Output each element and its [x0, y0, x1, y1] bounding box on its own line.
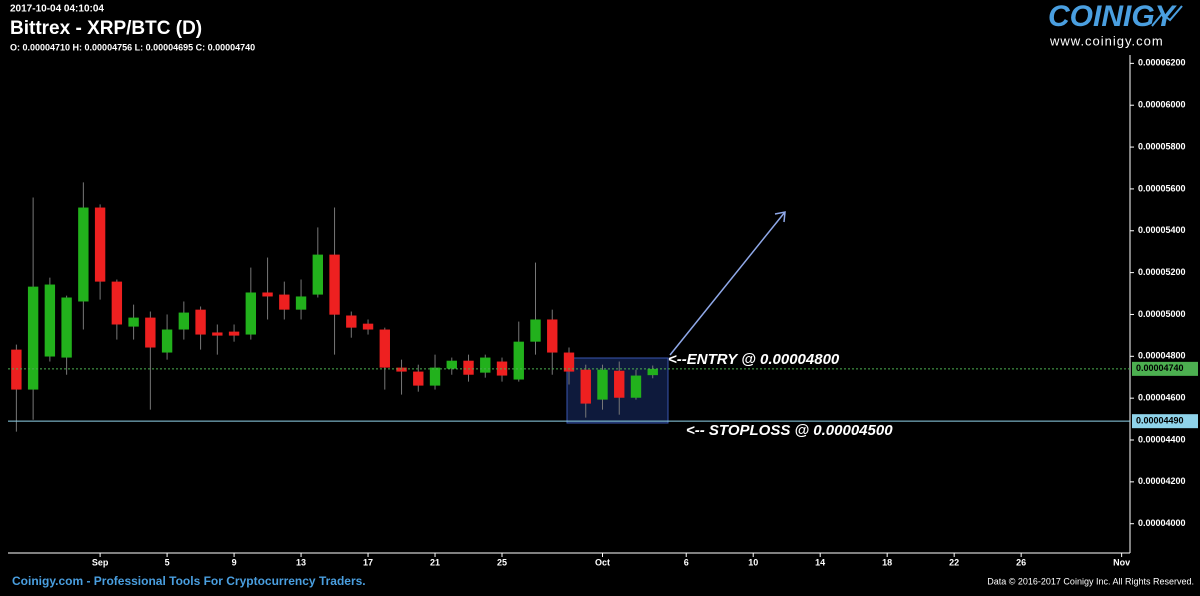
x-tick-label: 10: [748, 557, 758, 567]
candle-body: [346, 315, 357, 328]
candle-body: [195, 309, 206, 335]
y-tick-label: 0.00005600: [1138, 183, 1186, 193]
x-tick-label: 18: [882, 557, 892, 567]
candle-body: [413, 371, 424, 386]
x-tick-label: 6: [684, 557, 689, 567]
x-tick-label: Sep: [92, 557, 109, 567]
x-tick-label: 25: [497, 557, 507, 567]
candle-body: [597, 369, 608, 400]
price-label: 0.00004740: [1136, 363, 1184, 373]
candle-body: [11, 349, 22, 390]
candle-body: [27, 286, 39, 390]
candle-body: [647, 368, 658, 376]
x-tick-label: 14: [815, 557, 825, 567]
x-tick-label: 17: [363, 557, 373, 567]
entry-annotation: <--ENTRY @ 0.00004800: [668, 351, 840, 368]
y-tick-label: 0.00005800: [1138, 141, 1186, 151]
y-tick-label: 0.00004400: [1138, 434, 1186, 444]
y-tick-label: 0.00006000: [1138, 100, 1186, 110]
price-label-box: [1132, 361, 1198, 376]
candle-body: [630, 375, 642, 398]
y-tick-label: 0.00004200: [1138, 476, 1186, 486]
candle-body: [379, 329, 390, 368]
candle-body: [228, 331, 240, 336]
candle-body: [496, 361, 508, 376]
x-tick-label: 22: [949, 557, 959, 567]
candle-body: [580, 369, 591, 404]
target-arrow: [669, 211, 786, 356]
y-tick-label: 0.00005400: [1138, 225, 1186, 235]
y-tick-label: 0.00004800: [1138, 351, 1186, 361]
target-arrow-head: [774, 211, 786, 223]
y-tick-label: 0.00006200: [1138, 58, 1186, 68]
timestamp: 2017-10-04 04:10:04: [10, 4, 104, 15]
candle-body: [111, 281, 123, 325]
candle-body: [429, 367, 441, 386]
candle-body: [61, 297, 72, 358]
candle-body: [128, 317, 139, 327]
price-label: 0.00004490: [1136, 416, 1184, 426]
x-tick-label: 21: [430, 557, 440, 567]
candle-body: [446, 360, 457, 369]
candle-body: [547, 319, 558, 353]
candle-body: [295, 296, 307, 310]
x-tick-label: 26: [1016, 557, 1026, 567]
candle-body: [480, 357, 491, 373]
chart-title: Bittrex - XRP/BTC (D): [10, 18, 202, 39]
x-tick-label: 5: [165, 557, 170, 567]
x-tick-label: 13: [296, 557, 306, 567]
candle-body: [530, 319, 541, 342]
candle-body: [279, 294, 290, 310]
candle-body: [161, 329, 173, 353]
candle-body: [362, 323, 374, 330]
candle-body: [614, 370, 625, 398]
y-tick-label: 0.00005000: [1138, 309, 1186, 319]
candle-body: [212, 332, 223, 336]
candle-body: [329, 254, 340, 315]
x-tick-label: Nov: [1113, 557, 1130, 567]
candle-body: [513, 341, 524, 380]
stoploss-annotation: <-- STOPLOSS @ 0.00004500: [686, 422, 893, 439]
candle-body: [145, 317, 156, 348]
ohlc-text: O: 0.00004710 H: 0.00004756 L: 0.0000469…: [10, 42, 255, 52]
footer-right: Data © 2016-2017 Coinigy Inc. All Rights…: [987, 576, 1194, 586]
logo-url: www.coinigy.com: [1049, 33, 1164, 48]
y-tick-label: 0.00004600: [1138, 393, 1186, 403]
candle-body: [312, 254, 323, 295]
logo-icon: [1151, 5, 1183, 27]
candle-body: [178, 312, 190, 330]
y-tick-label: 0.00004000: [1138, 518, 1186, 528]
candle-body: [78, 207, 89, 302]
candle-body: [94, 207, 106, 282]
candle-body: [245, 292, 257, 335]
logo: COINIGY: [1048, 0, 1178, 33]
candle-body: [44, 284, 56, 357]
footer-left: Coinigy.com - Professional Tools For Cry…: [12, 574, 366, 588]
candle-body: [396, 367, 407, 372]
y-tick-label: 0.00005200: [1138, 267, 1186, 277]
x-tick-label: Oct: [595, 557, 610, 567]
price-label-box: [1132, 414, 1198, 429]
candle-body: [563, 352, 575, 372]
x-tick-label: 9: [232, 557, 237, 567]
candle-body: [262, 292, 273, 297]
candle-body: [463, 360, 474, 375]
